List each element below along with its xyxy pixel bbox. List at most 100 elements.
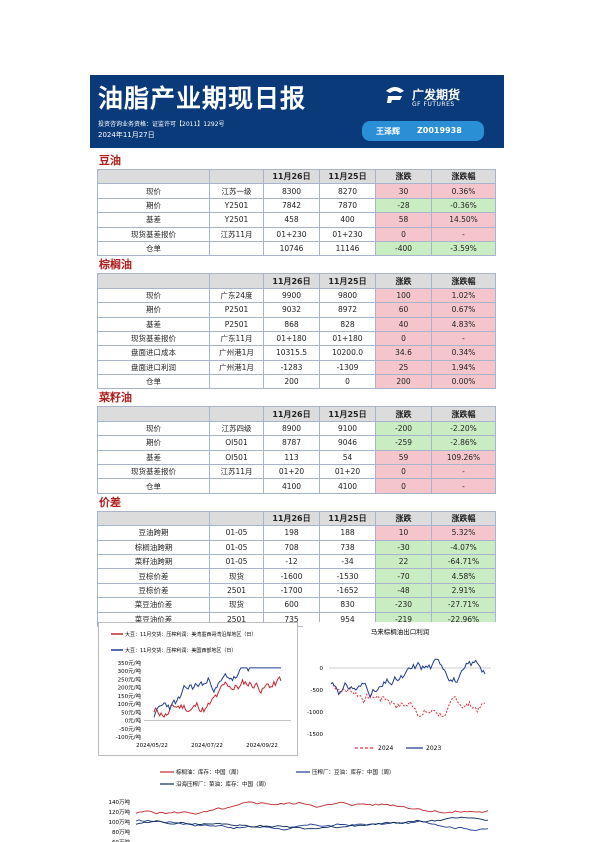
table-cell: 458 — [263, 212, 320, 228]
series-line — [135, 816, 489, 830]
table-cell: 7842 — [263, 197, 320, 214]
table-cell: 100 — [375, 287, 432, 304]
table-cell: -30 — [375, 539, 432, 555]
column-header: 涨跌 — [375, 168, 432, 185]
table-cell: 基差 — [97, 316, 210, 332]
column-header — [209, 273, 264, 289]
table-cell: 现货基差报价 — [97, 226, 210, 242]
table-cell: -1283 — [263, 359, 320, 376]
table-cell: 708 — [263, 539, 320, 555]
table-cell: 9900 — [263, 287, 320, 304]
table-cell: 江苏11月 — [209, 226, 264, 242]
table-cell: 10 — [375, 525, 432, 541]
table-cell: 现价 — [97, 183, 210, 199]
y-tick-label: 60万吨 — [112, 838, 130, 842]
table-cell: 江苏四级 — [209, 420, 264, 437]
table-cell: 600 — [263, 597, 320, 613]
x-tick-label: 2024/05/22 — [136, 743, 168, 749]
y-tick-label: 300元/吨 — [118, 667, 142, 675]
column-header — [97, 273, 210, 289]
table-cell: 8270 — [319, 183, 376, 199]
analyst-badge: 王泽辉 Z0019938 — [362, 121, 484, 141]
table-cell: 0.00% — [431, 374, 496, 390]
table-cell: -259 — [375, 435, 432, 451]
table-cell: -1652 — [319, 582, 376, 599]
table-cell: 14.50% — [431, 212, 496, 228]
table-cell: 期价 — [97, 302, 210, 318]
column-header — [209, 406, 264, 422]
y-tick-label: 50元/吨 — [121, 708, 141, 716]
table-cell: -230 — [375, 597, 432, 613]
analyst-id: Z0019938 — [417, 126, 462, 135]
column-header: 涨跌幅 — [431, 510, 496, 527]
company-logo: 广发期货 GF FUTURES — [384, 85, 496, 111]
table-row: 现价 江苏四级 8900 9100 -200 -2.20% — [97, 420, 496, 437]
palm-export-profit-chart: 马来棕榈油出口利润 0 -500 -1000 -1500 2024 2023 — [303, 622, 497, 756]
table-row: 菜豆油价差 现货 600 830 -230 -27.71% — [97, 597, 496, 613]
y-tick-label: -500 — [311, 688, 324, 694]
table-cell: 仓单 — [97, 240, 210, 257]
inventory-chart: 棕榈油：库存：中国（周） 压榨厂：豆油：库存：中国（周） 沿海压榨厂：菜油：库存：中… — [98, 760, 498, 842]
column-header: 涨跌 — [375, 273, 432, 289]
table-cell: -3.59% — [431, 240, 496, 257]
table-cell: 58 — [375, 212, 432, 228]
table-cell: 0.34% — [431, 345, 496, 361]
y-tick-label: 100元/吨 — [118, 700, 142, 708]
y-tick-label: 200元/吨 — [118, 684, 142, 692]
table-cell: 198 — [263, 525, 320, 541]
table-header-row: 11月26日 11月25日 涨跌 涨跌幅 — [97, 510, 496, 527]
table-cell: 40 — [375, 316, 432, 332]
table-row: 现价 江苏一级 8300 8270 30 0.36% — [97, 183, 496, 199]
y-tick-label: 0元/吨 — [125, 717, 142, 725]
column-header: 涨跌 — [375, 406, 432, 422]
table-row: 盘面进口利润 广州港1月 -1283 -1309 25 1.94% — [97, 359, 496, 376]
table-cell — [209, 240, 264, 257]
table-row: 期价 OI501 8787 9046 -259 -2.86% — [97, 435, 496, 451]
y-tick-label: -1500 — [307, 732, 323, 738]
table-cell: 江苏11月 — [209, 464, 264, 480]
table-cell: 菜豆油价差 — [97, 597, 210, 613]
table-row: 现货基差报价 广东11月 01+180 01+180 0- — [97, 330, 496, 347]
table-cell: P2501 — [209, 302, 264, 318]
price-table: 11月26日 11月25日 涨跌 涨跌幅 现价 江苏四级 8900 9100 -200 -2.20… — [97, 406, 496, 494]
table-cell: 现货 — [209, 568, 264, 584]
table-row: 现价 广东24度 9900 9800 100 1.02% — [97, 287, 496, 304]
table-cell: 59 — [375, 449, 432, 466]
table-cell: 0.36% — [431, 183, 496, 199]
license-text: 投资咨询业务资格：证监许可【2011】1292号 — [98, 121, 225, 128]
table-cell: 200 — [263, 374, 320, 390]
table-cell: 现货基差报价 — [97, 464, 210, 480]
table-cell: 113 — [263, 449, 320, 466]
table-cell: 22 — [375, 553, 432, 570]
table-cell: -0.36% — [431, 197, 496, 214]
table-cell: 8972 — [319, 302, 376, 318]
table-row: 期价 P2501 9032 8972 60 0.67% — [97, 302, 496, 318]
table-cell: -64.71% — [431, 553, 496, 570]
table-cell: 10746 — [263, 240, 320, 257]
table-cell: -1309 — [319, 359, 376, 376]
table-cell: 1.94% — [431, 359, 496, 376]
column-header: 11月25日 — [319, 273, 376, 289]
table-row: 基差 OI501 113 54 59 109.26% — [97, 449, 496, 466]
table-row: 仓单 10746 11146 -400 -3.59% — [97, 240, 496, 257]
series-line — [135, 819, 489, 832]
table-cell: OI501 — [209, 449, 264, 466]
table-cell: 9032 — [263, 302, 320, 318]
table-row: 豆棕价差 2501 -1700 -1652 -48 2.91% — [97, 582, 496, 599]
table-cell: 60 — [375, 302, 432, 318]
table-cell: -2.86% — [431, 435, 496, 451]
table-cell: 盘面进口利润 — [97, 359, 210, 376]
table-cell: 828 — [319, 316, 376, 332]
legend-label: 棕榈油：库存：中国（周） — [176, 768, 242, 776]
table-cell: 01-05 — [209, 553, 264, 570]
table-cell: -34 — [319, 553, 376, 570]
section-title: 豆油 — [99, 154, 121, 167]
table-cell: OI501 — [209, 435, 264, 451]
table-cell: -200 — [375, 420, 432, 437]
table-cell: 9800 — [319, 287, 376, 304]
y-tick-label: -1000 — [307, 710, 323, 716]
table-cell: -1530 — [319, 568, 376, 584]
section-title: 菜籽油 — [99, 391, 132, 405]
table-cell: - — [431, 226, 496, 242]
legend-label: 大豆：11月交货：压榨利润：美国西部地区（日） — [125, 647, 236, 654]
